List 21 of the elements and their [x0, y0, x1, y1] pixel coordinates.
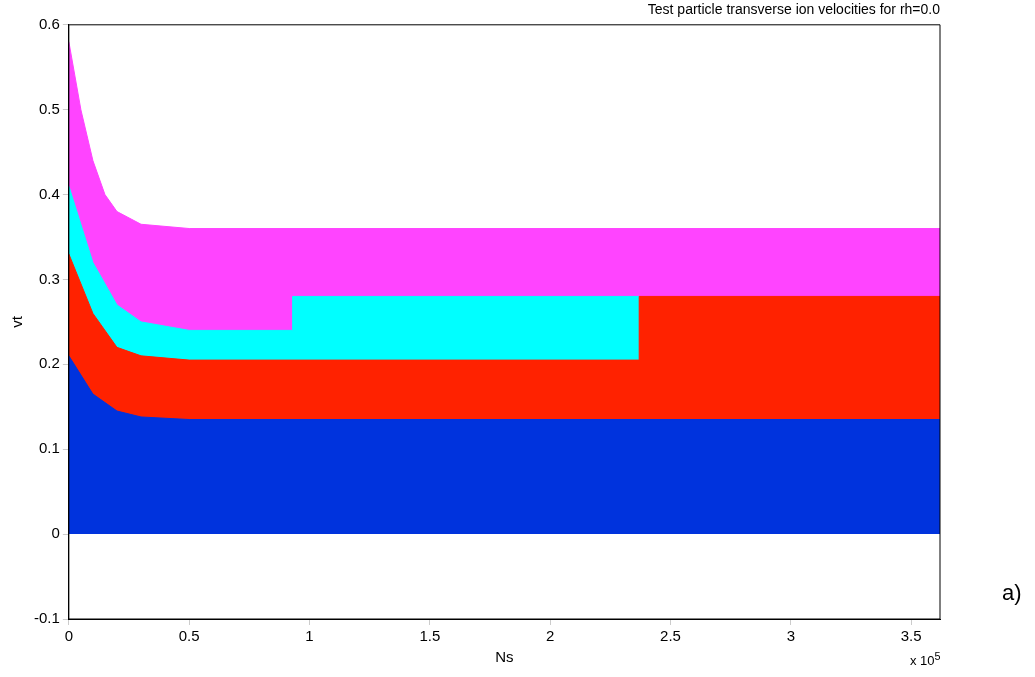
x-axis-title: Ns	[495, 648, 514, 666]
x-tick-label: 1.5	[419, 627, 441, 645]
y-tick-label: 0.3	[38, 269, 60, 287]
text: a)	[1002, 580, 1022, 606]
chart-title: Test particle transverse ion velocities for rh=0.0	[647, 1, 941, 18]
x-tick-label: 1	[305, 627, 314, 645]
x-tick-label: 2.5	[660, 627, 681, 645]
y-tick-label: 0.5	[38, 99, 60, 117]
x-tick-label: 0.5	[178, 627, 200, 645]
x-tick-label: 3	[786, 627, 795, 645]
x-tick-label: 2	[545, 627, 555, 645]
text: x 10$^{5}$	[910, 650, 941, 669]
x-tick-label: 0	[64, 627, 74, 645]
y-tick-label: -0.1	[33, 609, 60, 627]
y-tick-label: 0.2	[38, 354, 60, 372]
y-tick-label: 0	[51, 524, 60, 542]
x-tick-label: 3.5	[900, 627, 922, 645]
y-tick-label: 0.4	[38, 184, 60, 202]
y-tick-label: 0.6	[38, 14, 60, 32]
y-tick-label: 0.1	[38, 439, 60, 457]
y-axis-title: vt	[8, 315, 26, 328]
